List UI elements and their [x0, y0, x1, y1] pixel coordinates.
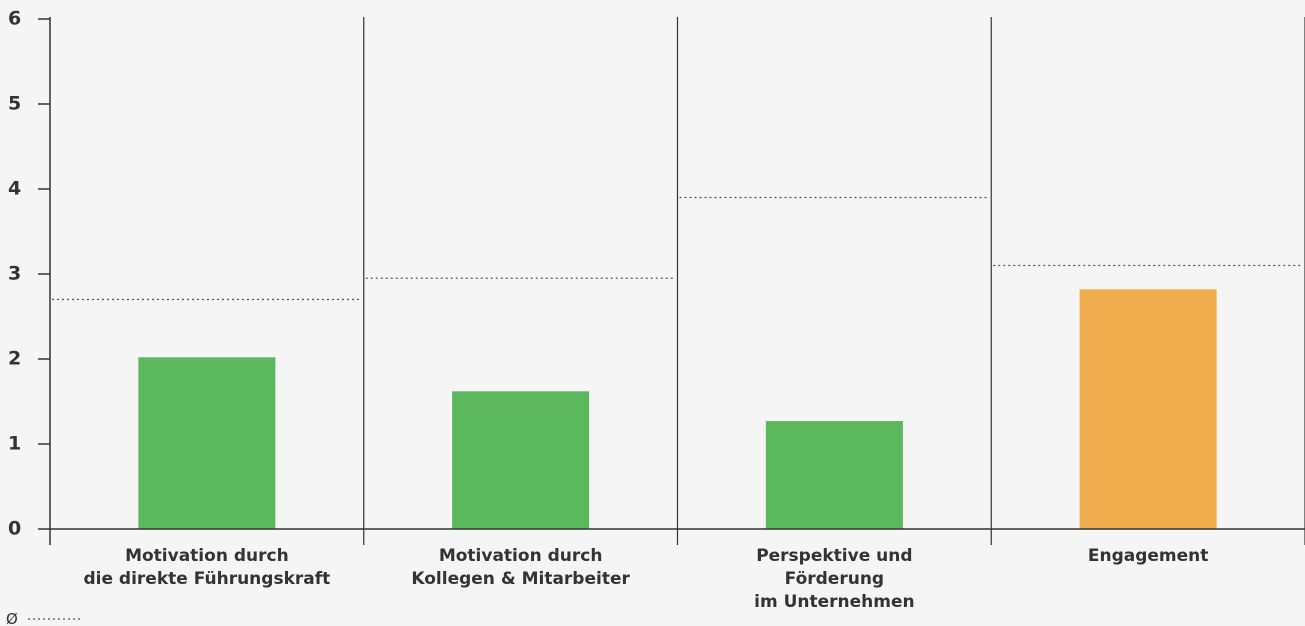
x-tick-label: die direkte Führungskraft	[83, 569, 330, 589]
bar	[452, 391, 590, 529]
x-tick-label: Engagement	[1088, 546, 1209, 566]
legend-label: Ø	[6, 610, 18, 626]
y-tick-label: 6	[8, 8, 21, 30]
y-tick-label: 3	[8, 263, 21, 285]
x-tick-label: Motivation durch	[439, 546, 603, 566]
x-tick-label: im Unternehmen	[754, 592, 915, 612]
y-tick-label: 4	[8, 178, 21, 200]
y-tick-label: 0	[8, 518, 21, 540]
y-tick-label: 1	[8, 433, 21, 455]
bar	[138, 357, 276, 529]
x-tick-label: Motivation durch	[125, 546, 289, 566]
y-tick-label: 5	[8, 93, 21, 115]
x-tick-label: Förderung	[785, 569, 884, 589]
bar	[1079, 289, 1217, 529]
bar	[765, 421, 903, 529]
x-tick-label: Perspektive und	[756, 546, 912, 566]
y-tick-label: 2	[8, 348, 21, 370]
x-tick-label: Kollegen & Mitarbeiter	[411, 569, 630, 589]
